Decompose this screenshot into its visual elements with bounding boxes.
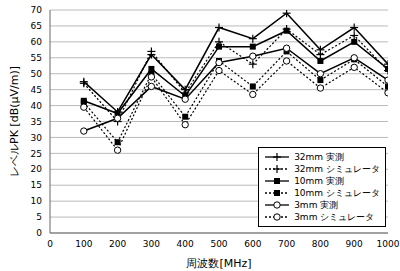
svg-text:1000: 1000 — [377, 239, 392, 249]
svg-text:70: 70 — [31, 5, 43, 15]
html-text:10mm シミュレータ: 10mm シミュレータ — [294, 188, 380, 198]
svg-text:700: 700 — [278, 239, 295, 249]
svg-text:600: 600 — [244, 239, 261, 249]
svg-text:800: 800 — [312, 239, 329, 249]
svg-text:0: 0 — [47, 239, 53, 249]
svg-text:10: 10 — [31, 196, 43, 206]
html-text:3mm シミュレータ: 3mm シミュレータ — [294, 212, 375, 222]
svg-text:40: 40 — [31, 101, 43, 111]
svg-text:55: 55 — [31, 53, 42, 63]
svg-text:45: 45 — [31, 85, 42, 95]
svg-text:100: 100 — [75, 239, 92, 249]
svg-text:15: 15 — [31, 180, 42, 190]
svg-text:200: 200 — [109, 239, 126, 249]
svg-text:30: 30 — [31, 133, 43, 143]
html-text:32mm 実測: 32mm 実測 — [294, 152, 344, 162]
svg-text:900: 900 — [346, 239, 363, 249]
svg-text:5: 5 — [36, 212, 42, 222]
svg-text:20: 20 — [31, 164, 43, 174]
svg-text:周波数[MHz]: 周波数[MHz] — [186, 257, 251, 270]
html-text:10mm 実測: 10mm 実測 — [294, 176, 344, 186]
svg-text:50: 50 — [31, 69, 43, 79]
svg-text:60: 60 — [31, 37, 43, 47]
html-text:32mm シミュレータ: 32mm シミュレータ — [294, 164, 380, 174]
svg-text:300: 300 — [143, 239, 160, 249]
svg-text:400: 400 — [177, 239, 194, 249]
svg-text:レベルPK [dB(μV/m)]: レベルPK [dB(μV/m)] — [8, 66, 21, 177]
html-text:3mm 実測: 3mm 実測 — [294, 200, 339, 210]
svg-text:25: 25 — [31, 149, 42, 159]
svg-text:65: 65 — [31, 21, 42, 31]
svg-text:35: 35 — [31, 117, 42, 127]
svg-text:0: 0 — [36, 228, 42, 238]
svg-text:500: 500 — [210, 239, 227, 249]
